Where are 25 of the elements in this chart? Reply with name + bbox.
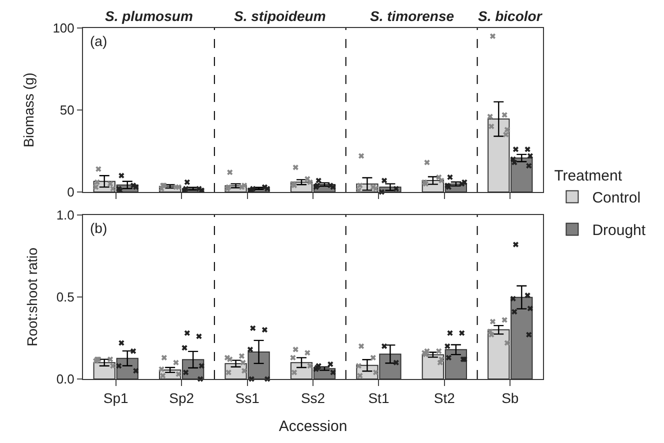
text: S. timorense (370, 8, 454, 24)
y-axis-title: Root:shoot ratio (24, 247, 40, 346)
y-tick-label: 50 (60, 102, 74, 118)
y-tick-label: 0 (67, 184, 74, 200)
x-tick-label: Sb (502, 390, 519, 406)
legend-label: Drought (592, 222, 646, 240)
legend-label: Control (592, 190, 641, 207)
text: S. bicolor (478, 8, 544, 24)
text: S. stipoideum (234, 8, 326, 24)
legend-title: Treatment (554, 168, 623, 184)
y-tick-label: 0.5 (56, 290, 74, 305)
text: S. plumosum (105, 8, 193, 24)
y-tick-label: 0.0 (56, 372, 74, 387)
y-tick-label: 100 (52, 20, 74, 36)
x-tick-label: St2 (434, 390, 456, 406)
x-tick-label: Ss2 (300, 390, 326, 406)
x-axis-title: Accession (278, 418, 348, 435)
x-tick-label: Ss1 (235, 390, 260, 406)
x-tick-label: Sp1 (103, 390, 129, 406)
x-tick-label: Sp2 (169, 390, 194, 406)
x-tick-label: St1 (368, 390, 390, 406)
annotation: (a) (90, 33, 108, 49)
y-tick-label: 1.0 (56, 208, 74, 223)
annotation: (b) (90, 220, 108, 236)
y-axis-title: Biomass (g) (20, 72, 36, 148)
